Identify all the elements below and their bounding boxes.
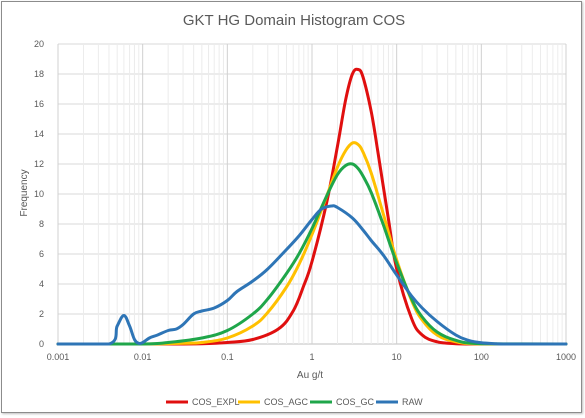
series-line-raw	[56, 204, 568, 346]
x-tick-label: 0.1	[221, 352, 234, 362]
y-tick-label: 4	[39, 279, 44, 289]
y-tick-label: 12	[34, 159, 44, 169]
chart-title: GKT HG Domain Histogram COS	[183, 12, 405, 29]
y-tick-label: 6	[39, 249, 44, 259]
series-line-cos-agc	[56, 141, 568, 346]
x-tick-label: 0.01	[134, 352, 152, 362]
legend-label: COS_AGC	[264, 397, 309, 407]
series-line-cos-gc	[56, 162, 568, 346]
y-tick-label: 20	[34, 39, 44, 49]
y-tick-label: 18	[34, 69, 44, 79]
grid-lines	[57, 43, 567, 345]
legend-label: COS_GC	[336, 397, 375, 407]
x-axis-ticks: 0.001 0.01 0.1 1 10 100 1000	[47, 352, 576, 362]
y-tick-label: 14	[34, 129, 44, 139]
x-axis-label: Au g/t	[297, 370, 323, 381]
legend-label: RAW	[402, 397, 423, 407]
series-lines	[56, 67, 568, 346]
x-tick-label: 0.001	[47, 352, 70, 362]
x-tick-label: 1000	[556, 352, 576, 362]
y-tick-label: 8	[39, 219, 44, 229]
y-axis-ticks: 0 2 4 6 8 10 12 14 16 18 20	[34, 39, 44, 349]
y-tick-label: 2	[39, 309, 44, 319]
y-tick-label: 10	[34, 189, 44, 199]
series-line-cos-expl	[56, 67, 568, 346]
x-tick-label: 1	[309, 352, 314, 362]
x-tick-label: 10	[392, 352, 402, 362]
y-axis-label: Frequency	[19, 169, 30, 216]
y-tick-label: 0	[39, 339, 44, 349]
y-tick-label: 16	[34, 99, 44, 109]
x-tick-label: 100	[474, 352, 489, 362]
legend: COS_EXPL COS_AGC COS_GC RAW	[166, 397, 423, 407]
chart-frame: GKT HG Domain Histogram COS 0.001 0.01 0.1…	[1, 1, 582, 413]
legend-label: COS_EXPL	[192, 397, 240, 407]
